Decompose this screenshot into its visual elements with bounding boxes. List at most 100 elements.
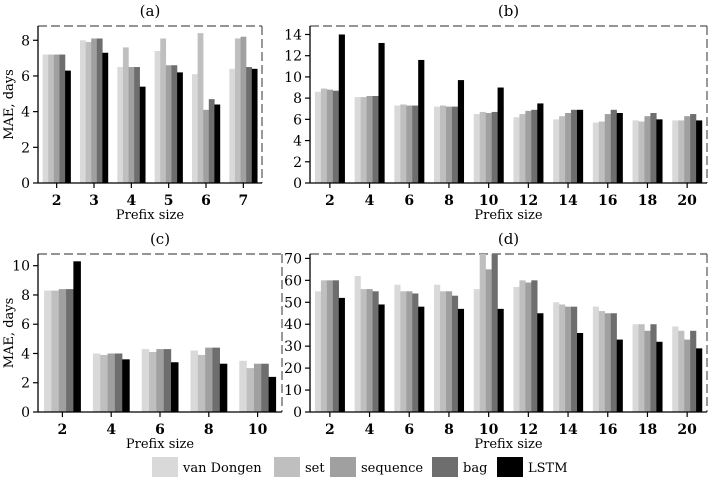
panel-b-bar-sequence-14: [565, 112, 572, 183]
panel-b-bar-lstm-18: [656, 119, 663, 183]
panel-c-ytick-label: 2: [21, 376, 30, 392]
panel-c-xtick-label: 10: [248, 422, 268, 438]
panel-b-bar-lstm-8: [457, 80, 465, 183]
panel-a-bar-set-2: [48, 54, 55, 183]
panel-d-bar-lstm-4: [378, 304, 385, 412]
panel-b-bar-van-dongen-16: [592, 122, 600, 183]
panel-a-bar-lstm-6: [214, 104, 221, 183]
panel-b-bar-bag-18: [650, 112, 657, 183]
panel-a-bar-sequence-2: [53, 54, 60, 183]
panel-d-bar-set-16: [598, 311, 605, 412]
panel-a-bar-set-3: [85, 42, 92, 183]
panel-b-xtick-label: 4: [365, 193, 375, 209]
panel-a-bar-bag-7: [246, 67, 252, 183]
panel-b-bar-set-4: [360, 97, 367, 183]
panel-d-ytick-label: 30: [284, 339, 302, 355]
panel-a-bar-lstm-2: [65, 70, 71, 183]
panel-b-bar-lstm-14: [576, 109, 584, 183]
panel-b-ytick-label: 6: [293, 112, 302, 128]
panel-b-ytick-label: 14: [284, 27, 302, 43]
panel-c-bar-bag-6: [163, 349, 172, 412]
panel-d-bar-sequence-20: [684, 339, 691, 412]
panel-a-xtick-label: 4: [126, 193, 136, 209]
panel-b-xtick-label: 12: [519, 193, 538, 209]
panel-c-ytick-label: 0: [21, 405, 30, 421]
panel-b-bar-sequence-16: [604, 114, 611, 183]
panel-d-xtick-label: 10: [479, 422, 499, 438]
panel-d-ytick-label: 10: [284, 383, 302, 399]
panel-d-bar-lstm-12: [537, 313, 544, 412]
panel-c-ylabel: MAE, days: [2, 298, 17, 369]
panel-d-bar-van-dongen-18: [632, 324, 639, 412]
panel-c-xtick-label: 8: [204, 422, 214, 438]
panel-c-bar-bag-8: [212, 347, 220, 412]
panel-d-bar-set-4: [360, 289, 367, 412]
panel-b-bar-bag-14: [571, 109, 578, 183]
panel-a-bar-lstm-7: [251, 68, 258, 183]
panel-c-bar-sequence-2: [58, 289, 67, 412]
panel-d-bar-set-10: [479, 254, 486, 412]
panel-c-bar-set-6: [149, 352, 157, 412]
panel-b-bar-lstm-6: [418, 59, 425, 183]
panel-d-title: (d): [498, 230, 519, 248]
panel-a-bar-lstm-4: [139, 86, 146, 183]
legend-swatch-lstm: [497, 457, 523, 477]
legend: van Dongen set sequence bag LSTM: [152, 457, 568, 477]
panel-a-ytick-label: 0: [21, 176, 30, 192]
panel-d-ytick-label: 40: [284, 317, 302, 333]
panel-b-bar-set-16: [598, 121, 605, 183]
panel-b-bar-van-dongen-10: [473, 114, 480, 183]
panel-b-bar-lstm-16: [616, 112, 623, 183]
panel-b-bar-set-6: [400, 104, 407, 183]
panel-b-xtick-label: 20: [677, 193, 697, 209]
panel-d-bar-sequence-14: [565, 306, 572, 412]
panel-d-bar-bag-4: [372, 291, 379, 412]
legend-label-sequence: sequence: [361, 461, 423, 476]
panel-b-bar-set-10: [479, 111, 486, 183]
panel-c-ytick-label: 8: [21, 288, 30, 304]
panel-b-bar-lstm-12: [537, 103, 544, 183]
panel-c-bar-van-dongen-6: [141, 349, 150, 412]
panel-d-bar-sequence-6: [406, 291, 413, 412]
panel-d-ytick-label: 70: [284, 251, 302, 267]
panel-b-bar-sequence-20: [684, 116, 691, 183]
panel-d-xtick-label: 12: [519, 422, 538, 438]
panel-b-bar-sequence-10: [485, 112, 492, 183]
panel-b: 0 2 4 6 8 10 12 14 2 4 6 8 10 12 14 16 18 20 (b) Prefix siz…: [284, 2, 708, 223]
legend-swatch-sequence: [330, 457, 356, 477]
panel-c-bar-set-8: [197, 354, 206, 412]
panel-a-xtick-label: 5: [164, 193, 174, 209]
panel-b-bar-van-dongen-20: [672, 120, 679, 183]
legend-swatch-set: [274, 457, 300, 477]
panel-b-ytick-label: 0: [293, 176, 302, 192]
panel-b-xtick-label: 6: [404, 193, 414, 209]
panel-c-bar-set-10: [246, 368, 255, 412]
panel-c-bar-van-dongen-8: [190, 350, 199, 412]
panel-b-ytick-label: 8: [293, 91, 302, 107]
panel-c-bar-sequence-10: [253, 363, 262, 412]
panel-b-bar-set-20: [678, 120, 685, 183]
panel-d-bar-lstm-2: [338, 297, 345, 412]
panel-d-ytick-label: 20: [284, 361, 302, 377]
panel-b-bar-bag-6: [412, 105, 419, 183]
panel-b-ytick-label: 12: [284, 49, 302, 65]
panel-d-bar-van-dongen-14: [553, 302, 560, 412]
panel-d-xlabel: Prefix size: [474, 437, 542, 452]
panel-d-bar-set-12: [519, 280, 526, 412]
panel-b-bar-bag-8: [451, 106, 459, 183]
panel-d-bar-lstm-10: [497, 308, 504, 412]
panel-d-bar-van-dongen-4: [354, 275, 361, 412]
panel-c: 0 2 4 6 8 10 2 4 6 8 10 (c) Prefix size MAE, days: [2, 230, 283, 452]
panel-b-bar-sequence-18: [644, 116, 651, 183]
panel-d-xtick-label: 6: [404, 422, 414, 438]
panel-d-bar-bag-8: [451, 295, 459, 412]
panel-d-bar-bag-2: [332, 280, 339, 412]
panel-d-xtick-label: 16: [598, 422, 617, 438]
panel-d-bar-sequence-10: [485, 269, 492, 412]
panel-a-title: (a): [140, 2, 161, 20]
panel-d-xtick-label: 14: [558, 422, 578, 438]
panel-c-bar-set-2: [51, 290, 59, 412]
panel-a-bar-van-dongen-4: [117, 67, 124, 183]
panel-c-xtick-label: 4: [106, 422, 116, 438]
panel-a-ytick-label: 4: [21, 105, 30, 121]
